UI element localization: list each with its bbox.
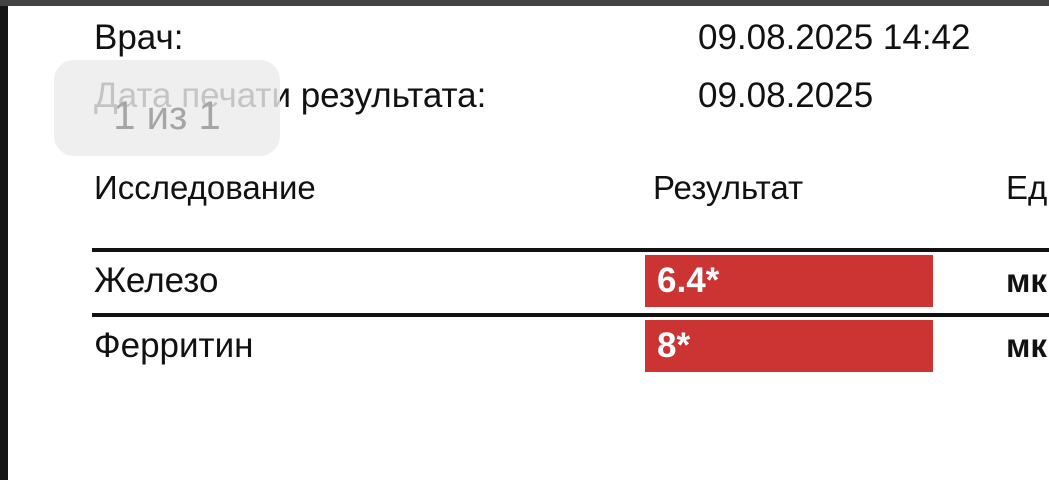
column-header-study: Исследование: [94, 169, 316, 206]
document-page: Врач: 09.08.2025 14:42 Дата печати резул…: [8, 6, 1049, 480]
table-rule-mid: [92, 313, 1049, 317]
meta-label-doctor: Врач:: [94, 18, 184, 57]
cell-units: мк: [1006, 327, 1047, 364]
results-table: Исследование Результат Ед Железо 6.4* мк…: [8, 158, 1049, 372]
table-header-row: Исследование Результат Ед: [8, 158, 1049, 244]
page-indicator-label: 1 из 1: [113, 94, 221, 138]
cell-study-name: Ферритин: [94, 326, 254, 365]
column-header-result: Результат: [653, 169, 804, 206]
cell-study-name: Железо: [94, 261, 219, 300]
meta-value-doctor: 09.08.2025 14:42: [698, 18, 971, 57]
page-indicator-badge[interactable]: 1 из 1: [54, 60, 280, 156]
meta-row-doctor: Врач: 09.08.2025 14:42: [8, 14, 1049, 62]
column-header-units: Ед: [1006, 169, 1048, 206]
cell-units: мк: [1006, 262, 1047, 299]
table-row: Железо 6.4* мк: [8, 252, 1049, 314]
window-chrome-bar: [0, 0, 1049, 6]
cell-result-value: 6.4*: [645, 255, 933, 307]
cell-result-value: 8*: [645, 320, 933, 372]
table-rule-top: [92, 248, 1049, 252]
meta-value-print-date: 09.08.2025: [698, 76, 874, 115]
viewer-left-edge: [0, 0, 8, 480]
table-row: Ферритин 8* мк: [8, 317, 1049, 379]
